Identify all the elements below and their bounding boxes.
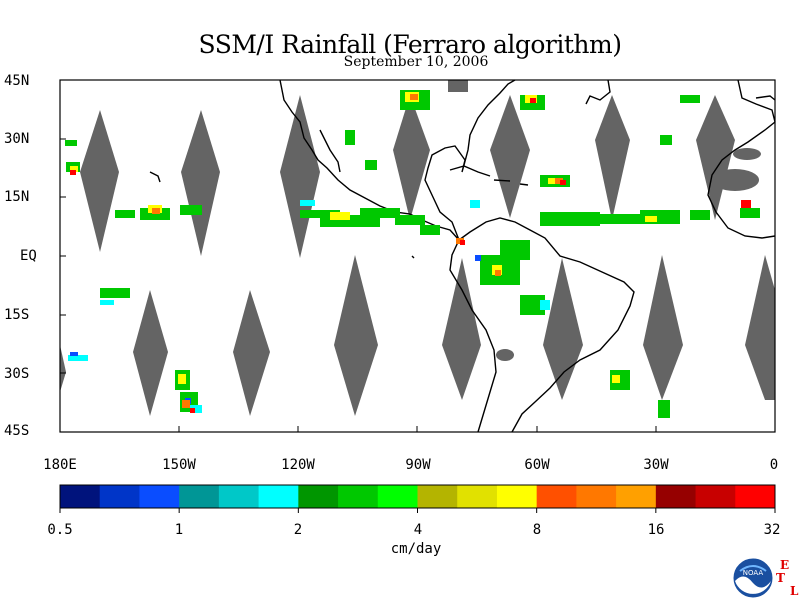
colorbar-segment (536, 485, 577, 508)
lat-label: 45N (4, 73, 30, 89)
etl-letter-t: T (776, 571, 785, 585)
swath (490, 95, 530, 218)
colorbar-segment (616, 485, 657, 508)
lat-label: EQ (20, 248, 37, 264)
colorbar-segment (298, 485, 339, 508)
page-title: SSM/I Rainfall (Ferraro algorithm) (198, 30, 622, 59)
colorbar-segment (139, 485, 180, 508)
coastline (424, 79, 516, 241)
colorbar-segment (338, 485, 379, 508)
lon-label: 150W (162, 457, 196, 473)
colorbar-tick-label: 8 (532, 522, 542, 538)
colorbar-tick-label: 16 (647, 522, 665, 538)
lat-label: 30S (4, 366, 30, 382)
lat-label: 15N (4, 189, 30, 205)
swath (280, 95, 320, 258)
swath (643, 255, 683, 400)
coastline (737, 79, 776, 123)
colorbar-tick-label: 0.5 (47, 522, 73, 538)
colorbar-segment (735, 485, 776, 508)
swath (745, 255, 775, 400)
lon-label: 60W (524, 457, 550, 473)
page-subtitle: September 10, 2006 (343, 54, 489, 70)
etl-letter-e: E (780, 558, 790, 572)
swath (442, 258, 481, 400)
coastline (519, 183, 529, 186)
coastline (449, 165, 491, 177)
swath (60, 345, 66, 392)
colorbar-tick-label: 32 (763, 522, 781, 538)
lat-label: 45S (4, 423, 30, 439)
lon-label: 30W (643, 457, 669, 473)
noaa-logo: NOAA (732, 557, 774, 599)
noaa-logo-text: NOAA (743, 569, 764, 577)
swath (80, 110, 119, 252)
lon-label: 90W (405, 457, 431, 473)
colorbar-segment (417, 485, 458, 508)
colorbar-segment (218, 485, 260, 508)
swath (393, 95, 430, 220)
swath (595, 95, 630, 220)
coastline (319, 129, 341, 173)
lon-label: 180E (43, 457, 77, 473)
colorbar-segment (457, 485, 498, 508)
colorbar-tick-label: 1 (174, 522, 184, 538)
colorbar (59, 484, 776, 513)
colorbar-segment (99, 485, 140, 508)
colorbar-segment (695, 485, 736, 508)
swath (233, 290, 270, 416)
coastline (411, 255, 415, 259)
coastline (755, 95, 776, 101)
colorbar-segment (258, 485, 299, 508)
swath (696, 95, 735, 220)
colorbar-tick-label: 4 (413, 522, 423, 538)
colorbar-segment (179, 485, 220, 508)
rain-patches (65, 90, 760, 418)
colorbar-segment (496, 485, 538, 508)
colorbar-segment (60, 485, 101, 508)
swath (181, 110, 220, 256)
swath (543, 258, 583, 400)
swath (334, 255, 378, 416)
coastline (449, 239, 497, 433)
lat-label: 15S (4, 307, 30, 323)
colorbar-unit: cm/day (390, 541, 442, 557)
coastline (458, 217, 635, 433)
colorbar-segment (377, 485, 418, 508)
colorbar-tick-label: 2 (293, 522, 303, 538)
swath (133, 290, 168, 416)
colorbar-segment (655, 485, 697, 508)
coastline (707, 121, 776, 239)
no-data-swaths (60, 80, 775, 416)
lon-label: 0 (769, 457, 779, 473)
coastline (585, 79, 611, 105)
lat-label: 30N (4, 131, 30, 147)
etl-letter-l: L (790, 584, 799, 598)
coastline (493, 179, 511, 182)
colorbar-segment (576, 485, 617, 508)
axis-ticks (59, 79, 776, 433)
coastline (149, 171, 161, 183)
lon-label: 120W (281, 457, 315, 473)
